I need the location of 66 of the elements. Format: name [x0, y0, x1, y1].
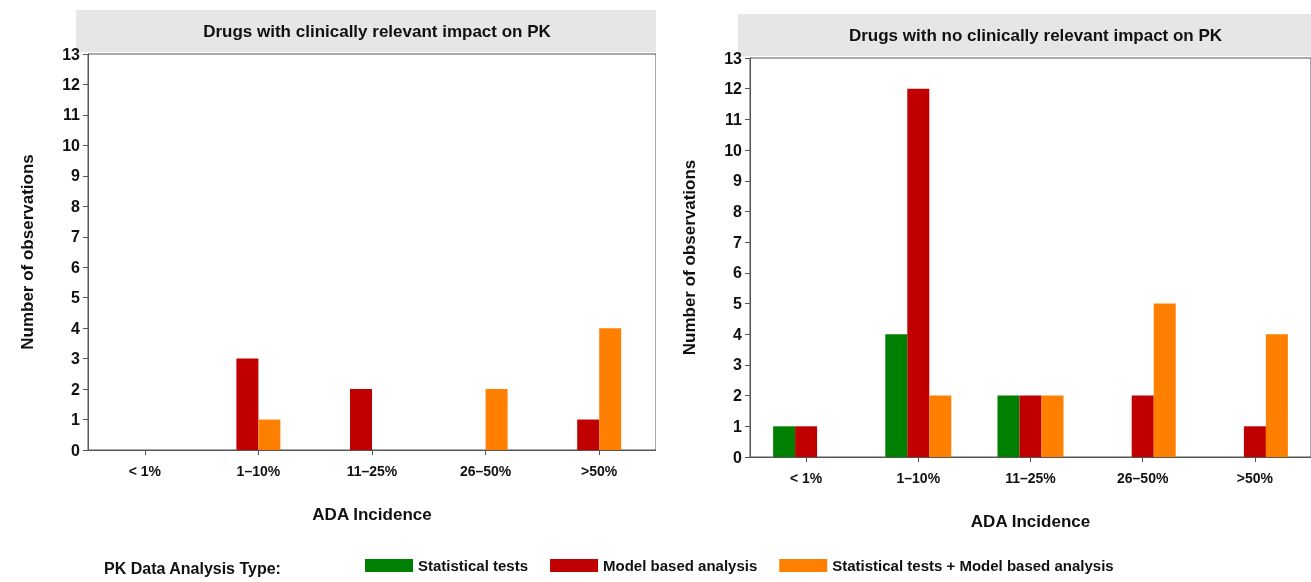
y-tick-label: 8: [71, 197, 81, 215]
bar: [929, 395, 952, 457]
bar: [350, 389, 372, 450]
y-axis-title: Number of observations: [680, 159, 699, 356]
x-tick-label: < 1%: [789, 470, 823, 486]
bar: [485, 389, 508, 450]
x-tick-label: >50%: [1236, 470, 1274, 486]
y-tick-label: 7: [733, 233, 743, 251]
bar: [1243, 426, 1266, 457]
x-tick-label: 1–10%: [236, 463, 281, 479]
y-tick-label: 13: [62, 45, 81, 63]
bar: [236, 358, 259, 450]
x-tick-label: 1–10%: [896, 470, 941, 486]
x-axis-title: ADA Incidence: [312, 505, 432, 524]
y-tick-label: 6: [71, 258, 81, 276]
y-tick-label: 11: [725, 110, 743, 128]
y-tick-label: 1: [71, 411, 81, 429]
y-tick-label: 2: [71, 380, 81, 398]
y-tick-label: 1: [733, 417, 743, 435]
legend-label: Statistical tests: [418, 557, 529, 574]
y-tick-label: 3: [733, 356, 743, 374]
y-tick-label: 12: [724, 80, 743, 98]
y-tick-label: 10: [62, 136, 81, 154]
legend-title: PK Data Analysis Type:: [104, 559, 281, 577]
y-tick-label: 6: [733, 264, 743, 282]
y-tick-label: 0: [733, 448, 743, 466]
y-tick-label: 4: [71, 319, 81, 337]
y-tick-label: 8: [733, 202, 743, 220]
x-axis-title: ADA Incidence: [970, 512, 1091, 531]
y-tick-label: 9: [733, 172, 743, 190]
bar: [258, 419, 281, 450]
y-tick-label: 11: [63, 106, 81, 124]
chart-title: Drugs with no clinically relevant impact on PK: [848, 26, 1223, 45]
x-tick-label: 26–50%: [459, 463, 512, 479]
bar: [577, 419, 600, 450]
bar: [997, 395, 1020, 457]
x-tick-label: 26–50%: [1117, 470, 1169, 486]
x-tick-label: 11–25%: [1005, 470, 1057, 486]
x-tick-label: < 1%: [128, 463, 162, 479]
y-tick-label: 0: [71, 441, 81, 459]
chart-title: Drugs with clinically relevant impact on PK: [203, 22, 552, 41]
y-tick-label: 5: [71, 289, 81, 307]
bar: [599, 328, 622, 450]
y-tick-label: 13: [724, 49, 743, 67]
y-tick-label: 5: [733, 295, 743, 313]
y-tick-label: 7: [71, 228, 81, 246]
bar: [795, 426, 818, 457]
y-tick-label: 2: [733, 387, 743, 405]
bar: [1019, 395, 1042, 457]
y-tick-label: 4: [733, 325, 743, 343]
bar: [1131, 395, 1154, 457]
legend-label: Statistical tests + Model based analysis: [832, 557, 1114, 574]
bar: [1265, 334, 1288, 457]
bar: [885, 334, 908, 457]
y-tick-label: 9: [71, 167, 81, 185]
y-tick-label: 10: [724, 141, 743, 159]
x-tick-label: >50%: [581, 463, 618, 479]
y-tick-label: 12: [62, 75, 81, 93]
bar: [1153, 303, 1176, 457]
bar: [1041, 395, 1064, 457]
y-tick-label: 3: [71, 350, 81, 368]
x-tick-label: 11–25%: [346, 463, 398, 479]
bar: [773, 426, 796, 457]
legend-label: Model based analysis: [603, 557, 758, 574]
bar: [907, 88, 930, 457]
y-axis-title: Number of observations: [18, 154, 37, 350]
